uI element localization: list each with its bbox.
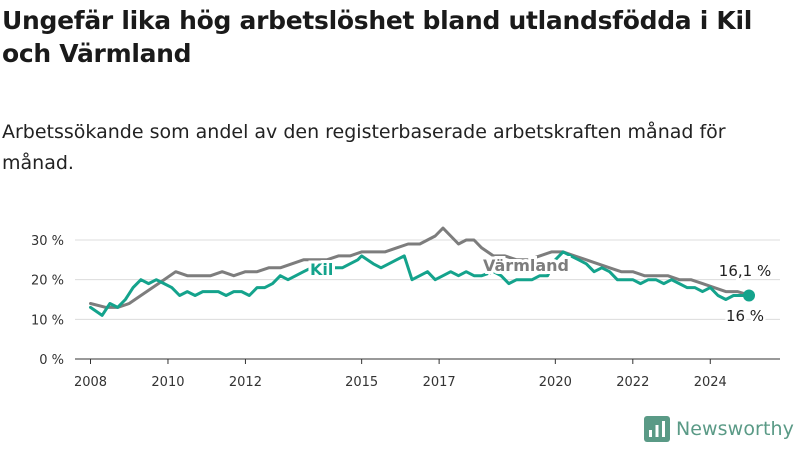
brand-logo: Newsworthy [643, 416, 794, 442]
x-tick-label: 2010 [151, 375, 184, 390]
x-tick-label: 2008 [74, 375, 107, 390]
series-line-varmland [89, 226, 751, 309]
x-tick-label: 2017 [423, 375, 456, 390]
series-line-kil [89, 250, 751, 317]
y-tick-label: 10 % [31, 313, 64, 328]
chart-subtitle: Arbetssökande som andel av den registerb… [2, 121, 726, 174]
series-label-kil: Kil [310, 260, 333, 279]
y-tick-label: 20 % [31, 274, 64, 289]
y-tick-label: 0 % [39, 353, 64, 368]
end-label-varmland: 16,1 % [719, 262, 771, 280]
x-tick-label: 2024 [694, 375, 727, 390]
series-label-varmland: Värmland [483, 256, 569, 275]
chart-title: Ungefär lika hög arbetslöshet bland utla… [2, 6, 753, 68]
x-tick-label: 2015 [345, 375, 378, 390]
brand-name: Newsworthy [675, 418, 794, 440]
y-tick-label: 30 % [31, 234, 64, 249]
x-tick-label: 2012 [229, 375, 262, 390]
x-tick-label: 2022 [616, 375, 649, 390]
newsworthy-logo-icon [643, 416, 670, 442]
x-tick-label: 2020 [539, 375, 572, 390]
end-label-kil: 16 % [726, 307, 764, 325]
end-point-marker-kil [743, 289, 756, 302]
